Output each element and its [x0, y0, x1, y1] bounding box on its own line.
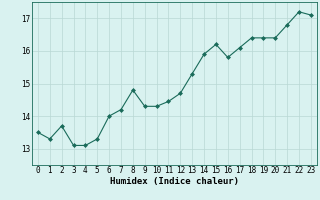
X-axis label: Humidex (Indice chaleur): Humidex (Indice chaleur): [110, 177, 239, 186]
